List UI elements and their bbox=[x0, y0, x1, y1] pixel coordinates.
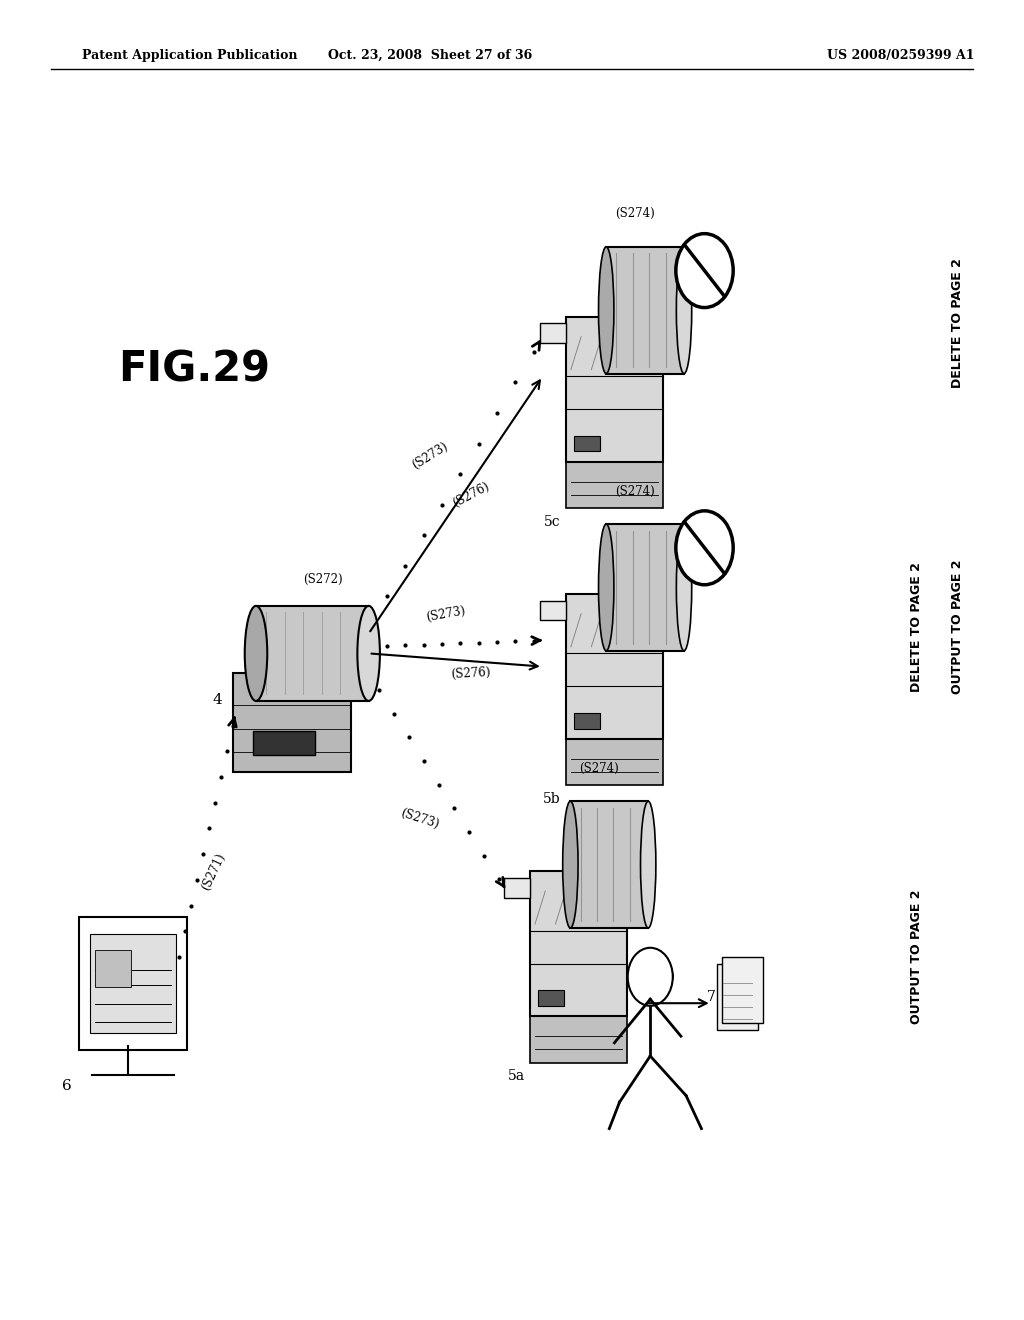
Point bbox=[224, 715, 241, 737]
Ellipse shape bbox=[598, 247, 613, 374]
Text: 5b: 5b bbox=[543, 792, 561, 807]
Ellipse shape bbox=[677, 247, 692, 374]
Text: (S273): (S273) bbox=[425, 605, 466, 623]
Ellipse shape bbox=[677, 524, 692, 651]
FancyBboxPatch shape bbox=[541, 601, 565, 620]
Ellipse shape bbox=[357, 606, 380, 701]
Text: Oct. 23, 2008  Sheet 27 of 36: Oct. 23, 2008 Sheet 27 of 36 bbox=[328, 49, 532, 62]
Point bbox=[397, 556, 414, 577]
FancyBboxPatch shape bbox=[504, 878, 530, 898]
FancyBboxPatch shape bbox=[570, 801, 648, 928]
Point bbox=[434, 494, 451, 515]
FancyBboxPatch shape bbox=[722, 957, 763, 1023]
Text: DELETE TO PAGE 2: DELETE TO PAGE 2 bbox=[910, 562, 923, 692]
Point bbox=[507, 631, 523, 652]
Point bbox=[385, 704, 401, 725]
Circle shape bbox=[628, 948, 673, 1006]
Ellipse shape bbox=[598, 524, 613, 651]
FancyBboxPatch shape bbox=[530, 871, 627, 1016]
FancyBboxPatch shape bbox=[573, 713, 600, 729]
Point bbox=[488, 403, 505, 424]
FancyBboxPatch shape bbox=[232, 673, 350, 772]
Ellipse shape bbox=[563, 801, 578, 928]
FancyBboxPatch shape bbox=[606, 524, 684, 651]
FancyBboxPatch shape bbox=[79, 916, 187, 1051]
Text: FIG.29: FIG.29 bbox=[118, 348, 269, 391]
Ellipse shape bbox=[245, 606, 267, 701]
Point bbox=[445, 797, 462, 818]
Point bbox=[201, 818, 217, 840]
Point bbox=[507, 372, 523, 393]
Point bbox=[213, 767, 229, 788]
Point bbox=[452, 463, 468, 484]
FancyBboxPatch shape bbox=[565, 462, 664, 508]
Point bbox=[360, 616, 377, 638]
Text: (S274): (S274) bbox=[615, 207, 654, 220]
Point bbox=[207, 792, 223, 813]
FancyBboxPatch shape bbox=[539, 990, 563, 1006]
Point bbox=[183, 895, 200, 916]
Circle shape bbox=[676, 511, 733, 585]
Text: (S276): (S276) bbox=[451, 665, 492, 681]
Text: DELETE TO PAGE 2: DELETE TO PAGE 2 bbox=[951, 259, 964, 388]
Point bbox=[434, 634, 451, 655]
Text: OUTPUT TO PAGE 2: OUTPUT TO PAGE 2 bbox=[951, 560, 964, 694]
Text: (S273): (S273) bbox=[410, 440, 451, 471]
Text: (S274): (S274) bbox=[615, 484, 654, 498]
FancyBboxPatch shape bbox=[541, 323, 565, 343]
Point bbox=[525, 630, 542, 651]
Point bbox=[488, 631, 505, 652]
FancyBboxPatch shape bbox=[717, 964, 758, 1030]
Point bbox=[452, 632, 468, 653]
FancyBboxPatch shape bbox=[95, 950, 131, 987]
FancyBboxPatch shape bbox=[573, 436, 600, 451]
Point bbox=[379, 586, 395, 607]
FancyBboxPatch shape bbox=[565, 739, 664, 785]
Point bbox=[400, 727, 417, 748]
FancyBboxPatch shape bbox=[530, 1016, 627, 1063]
Point bbox=[431, 774, 447, 795]
Point bbox=[416, 634, 432, 655]
Point bbox=[218, 741, 234, 762]
Point bbox=[397, 635, 414, 656]
Text: (S272): (S272) bbox=[303, 573, 342, 586]
FancyBboxPatch shape bbox=[254, 731, 315, 755]
FancyBboxPatch shape bbox=[565, 317, 664, 462]
Point bbox=[177, 921, 194, 942]
Point bbox=[461, 821, 477, 842]
Ellipse shape bbox=[641, 801, 655, 928]
Text: 5a: 5a bbox=[508, 1069, 524, 1084]
Text: OUTPUT TO PAGE 2: OUTPUT TO PAGE 2 bbox=[910, 890, 923, 1024]
Point bbox=[416, 525, 432, 546]
Point bbox=[470, 433, 486, 454]
Point bbox=[188, 870, 205, 891]
Point bbox=[195, 843, 211, 865]
Point bbox=[476, 845, 493, 866]
Text: (S271): (S271) bbox=[200, 850, 228, 892]
Text: 5c: 5c bbox=[544, 515, 561, 529]
FancyBboxPatch shape bbox=[256, 606, 369, 701]
FancyBboxPatch shape bbox=[565, 594, 664, 739]
Point bbox=[470, 632, 486, 653]
Circle shape bbox=[676, 234, 733, 308]
FancyBboxPatch shape bbox=[90, 935, 176, 1032]
Text: Patent Application Publication: Patent Application Publication bbox=[82, 49, 297, 62]
Text: (S274): (S274) bbox=[580, 762, 618, 775]
Text: (S276): (S276) bbox=[451, 480, 492, 510]
Text: 4: 4 bbox=[213, 693, 223, 706]
FancyBboxPatch shape bbox=[606, 247, 684, 374]
Text: (S275): (S275) bbox=[636, 970, 675, 983]
Point bbox=[360, 636, 377, 657]
Point bbox=[379, 635, 395, 656]
Point bbox=[492, 869, 508, 890]
Text: US 2008/0259399 A1: US 2008/0259399 A1 bbox=[827, 49, 975, 62]
Point bbox=[416, 751, 432, 772]
Point bbox=[171, 946, 187, 968]
Point bbox=[371, 680, 387, 701]
Text: 6: 6 bbox=[61, 1080, 72, 1093]
Point bbox=[355, 656, 372, 677]
Text: (S273): (S273) bbox=[399, 807, 440, 830]
Text: 7: 7 bbox=[707, 990, 716, 1003]
Point bbox=[525, 342, 542, 363]
